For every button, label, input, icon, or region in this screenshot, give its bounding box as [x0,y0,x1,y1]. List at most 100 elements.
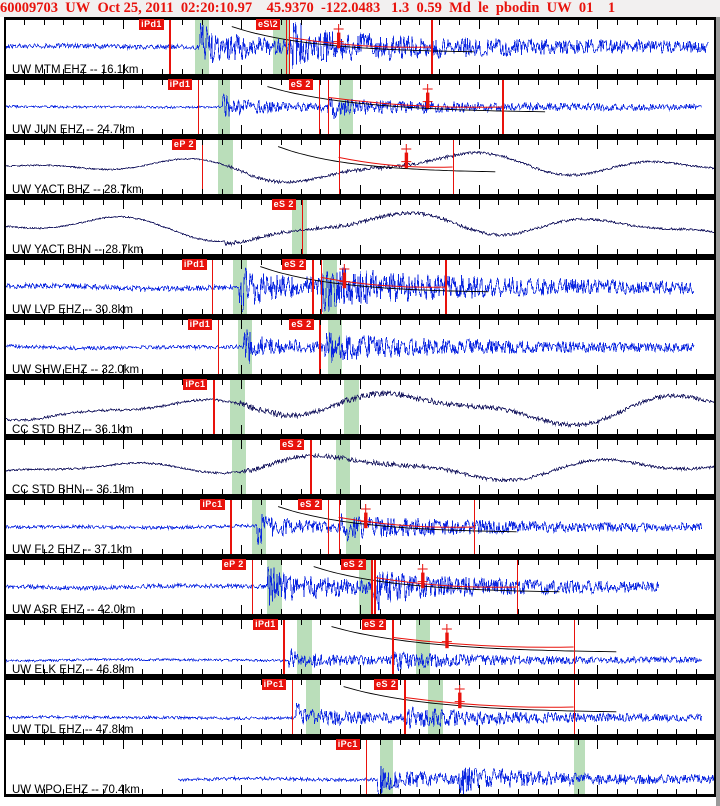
axis-tick [162,440,164,445]
axis-tick [360,440,361,449]
phase-pick-line[interactable] [404,677,406,737]
phase-pick-label[interactable]: iPd1 [253,619,278,630]
phase-pick-line[interactable] [217,317,220,377]
trace-panel[interactable]: eP 2 UW YACT BHZ -- 28.7km [4,137,716,197]
phase-pick-label[interactable]: eS 2 [362,619,387,630]
phase-pick-line[interactable] [169,17,171,77]
trace-panel[interactable]: iPd1 eS 2 UW JUN EHZ -- 24.7km [4,77,716,137]
axis-tick [83,369,85,374]
trace-panel[interactable]: iPc1 eS 2 UW FL2 EHZ -- 37.1km [4,497,716,557]
axis-tick [478,425,480,434]
axis-tick [360,740,361,749]
phase-pick-label[interactable]: eS 2 [288,79,313,90]
header-depth: 1.3 [391,0,410,16]
axis-tick [201,489,203,494]
axis-tick [182,129,183,134]
phase-pick-label[interactable]: eS 2 [282,259,307,270]
phase-pick-label[interactable]: iPd1 [167,79,193,90]
phase-pick-label[interactable]: iPd1 [181,259,207,270]
trace-panel[interactable]: iPd1 eS 2 UW LVP EHZ -- 30.8km [4,257,716,317]
phase-pick-line[interactable] [230,497,232,557]
phase-pick-line[interactable] [318,77,321,137]
phase-pick-label[interactable]: eS 2 [374,679,399,690]
axis-tick [676,729,678,734]
trace-panel[interactable]: eP 2 eS 2 UW ASR EHZ -- 42.0km [4,557,716,617]
axis-tick [557,489,559,494]
axis-tick [478,20,480,29]
axis-tick [300,609,302,614]
axis-tick [320,489,322,494]
phase-pick-line[interactable] [365,737,368,797]
axis-tick [458,560,460,565]
axis-tick [557,680,559,685]
axis-tick [43,729,45,734]
phase-pick-label[interactable]: eS 2 [280,439,305,450]
trace-panel[interactable]: eS 2 UW YACT BHN -- 28.7km [4,197,716,257]
phase-pick-line[interactable] [327,497,330,557]
axis-tick [399,560,401,565]
trace-panel[interactable]: iPd1 eS\2 UW MTM EHZ -- 16.1km [4,17,716,77]
axis-tick [261,500,263,505]
axis-tick [63,669,65,674]
axis-tick [379,500,381,505]
phase-pick-line[interactable] [291,677,294,737]
phase-pick-label[interactable]: eS 2 [289,319,314,330]
axis-tick [102,669,104,674]
phase-pick-label[interactable]: iPc1 [200,499,225,510]
trace-panel[interactable]: iPc1 eS 2 UW TDL EHZ -- 47.8km [4,677,716,737]
phase-pick-line[interactable] [312,257,314,317]
axis-tick [577,69,579,74]
axis-tick [636,320,638,325]
trace-panel[interactable]: iPd1 eS 2 UW SHW EHZ -- 32.0km [4,317,716,377]
axis-tick [478,620,480,629]
axis-tick [656,669,658,674]
trace-panel[interactable]: iPd1 eS 2 UW ELK EHZ -- 46.8km [4,617,716,677]
phase-pick-line[interactable] [211,257,214,317]
axis-tick [162,609,164,614]
axis-tick [518,129,520,134]
axis-tick [360,260,361,269]
axis-tick [162,380,164,385]
axis-tick [419,429,421,434]
axis-tick [63,369,65,374]
axis-tick [162,680,164,685]
trace-panel[interactable]: iPc1 UW WPO EHZ -- 70.4km [4,737,716,797]
phase-pick-label[interactable]: eS 2 [271,199,296,210]
phase-pick-label[interactable]: iPc1 [183,379,208,390]
axis-tick [340,140,342,145]
axis-tick [241,740,243,749]
phase-pick-line[interactable] [251,557,254,617]
time-axis [4,677,716,680]
axis-tick [280,789,282,794]
phase-pick-line[interactable] [301,197,304,257]
coda-window-band [291,200,308,254]
phase-pick-label[interactable]: iPc1 [261,679,286,690]
phase-pick-label[interactable]: eS\2 [255,19,281,30]
axis-tick [43,740,45,745]
axis-tick [399,609,401,614]
phase-pick-line[interactable] [319,317,321,377]
axis-tick [518,729,520,734]
axis-tick [23,500,25,505]
phase-pick-label[interactable]: iPc1 [335,739,360,750]
axis-tick [340,80,342,85]
trace-panel[interactable]: eS 2 CC STD BHN -- 36.1km [4,437,716,497]
trace-panel[interactable]: iPc1 CC STD BHZ -- 36.1km [4,377,716,437]
phase-pick-label[interactable]: eP 2 [171,139,196,150]
phase-pick-line[interactable] [283,617,285,677]
phase-pick-line[interactable] [197,77,200,137]
phase-pick-label[interactable]: eP 2 [221,559,246,570]
axis-tick [320,729,322,734]
axis-tick [182,20,183,25]
phase-pick-line[interactable] [371,557,373,617]
axis-tick [182,680,183,685]
phase-pick-label[interactable]: eS 2 [341,559,366,570]
phase-pick-label[interactable]: iPd1 [187,319,213,330]
phase-pick-line[interactable] [213,377,215,437]
phase-pick-line[interactable] [310,437,312,497]
phase-pick-line[interactable] [201,137,204,197]
phase-pick-line[interactable] [285,17,288,77]
phase-pick-line[interactable] [392,617,394,677]
phase-pick-label[interactable]: iPd1 [139,19,164,30]
phase-pick-label[interactable]: eS 2 [297,499,323,510]
